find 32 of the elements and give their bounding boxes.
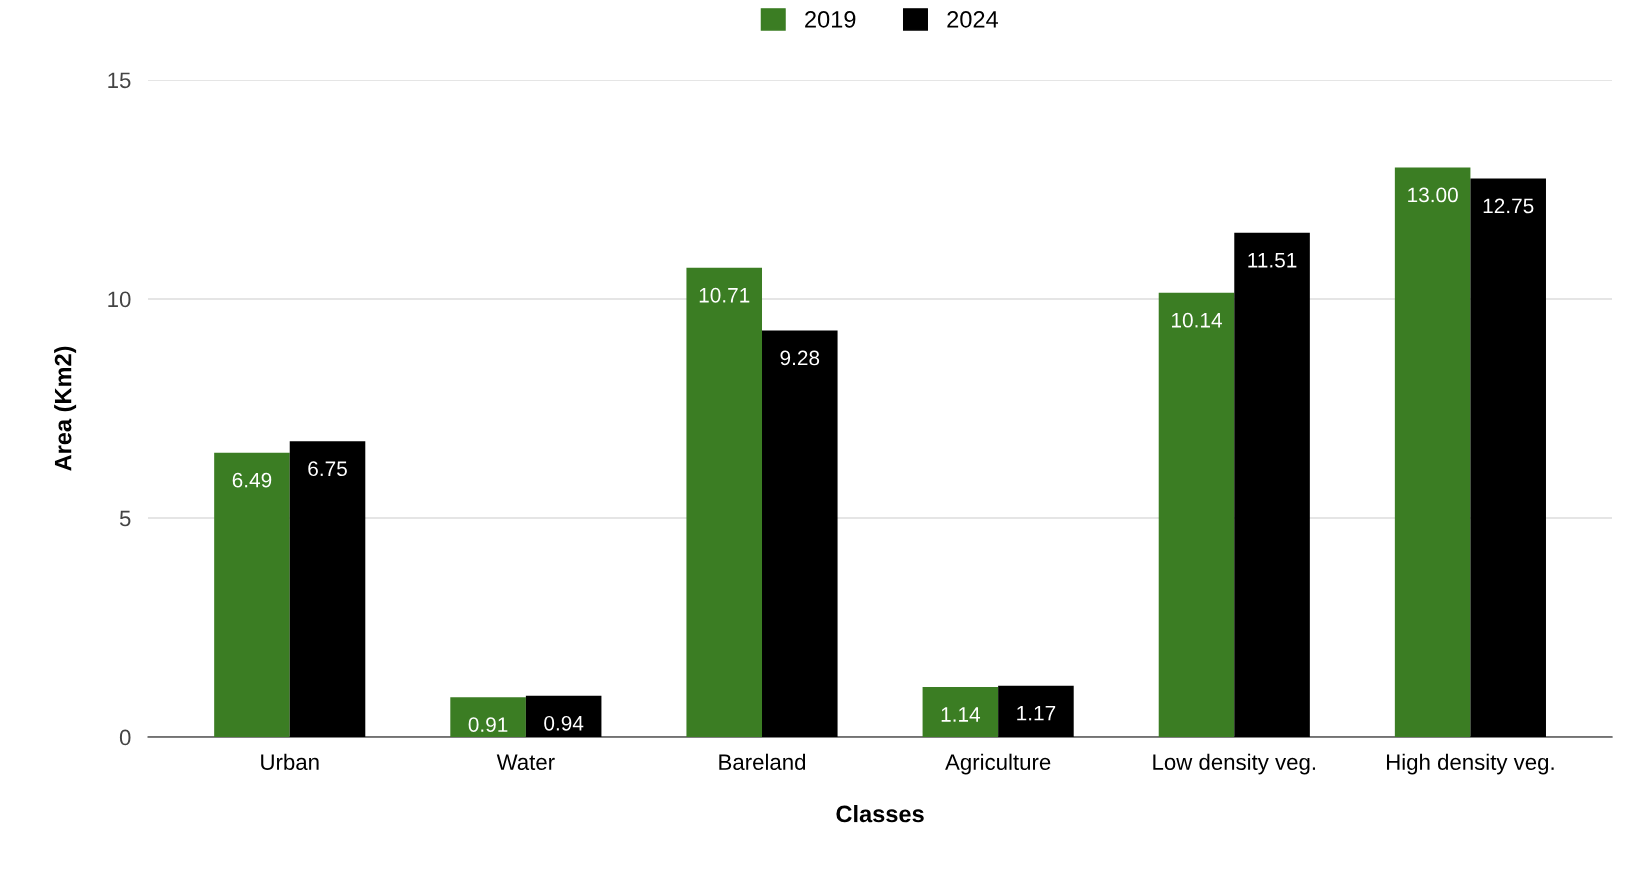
data-label: 12.75: [1483, 198, 1534, 214]
data-label: 6.49: [232, 472, 272, 488]
data-label: 1.14: [941, 707, 981, 722]
x-tick-label: Bareland: [719, 753, 806, 771]
x-axis-title: Classes: [836, 804, 924, 823]
data-label: 10.71: [699, 287, 750, 303]
y-tick-label: 15: [108, 72, 131, 89]
bar: [450, 697, 526, 738]
legend-label: 2024: [947, 11, 999, 28]
data-label: 0.91: [468, 717, 508, 732]
y-tick-label: 10: [108, 291, 131, 308]
data-label: 11.51: [1248, 253, 1297, 268]
bar: [922, 687, 999, 738]
x-tick-label: Low density veg.: [1153, 753, 1316, 775]
y-axis-title: Area (Km2): [54, 346, 77, 471]
data-label: 6.75: [308, 461, 347, 477]
data-label: 10.14: [1172, 312, 1222, 328]
data-label: 1.17: [1017, 706, 1056, 721]
bar: [1394, 167, 1471, 738]
y-tick-label: 0: [119, 729, 131, 746]
bar: [1158, 292, 1235, 738]
x-tick-label: Urban: [261, 753, 319, 771]
data-label: 0.94: [544, 715, 584, 731]
y-tick-label: 5: [119, 510, 131, 527]
bar: [686, 267, 763, 738]
x-tick-label: High density veg.: [1387, 753, 1554, 775]
bar: [214, 452, 290, 738]
data-label: 9.28: [780, 350, 820, 366]
legend-label: 2019: [805, 11, 856, 28]
x-tick-label: Agriculture: [945, 753, 1051, 775]
x-tick-label: Water: [496, 754, 555, 771]
data-label: 13.00: [1408, 187, 1458, 203]
